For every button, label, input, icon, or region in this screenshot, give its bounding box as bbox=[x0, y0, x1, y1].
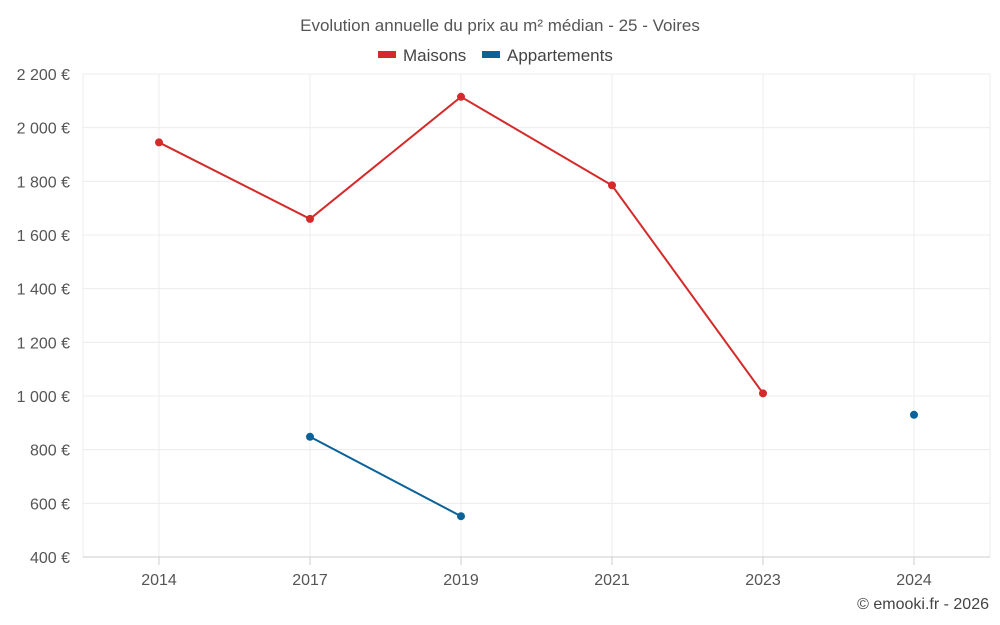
y-tick-label: 1 400 € bbox=[17, 282, 70, 299]
legend-item-appartements[interactable]: Appartements bbox=[482, 46, 613, 65]
x-tick-label: 2014 bbox=[141, 572, 177, 589]
legend-label-maisons: Maisons bbox=[403, 46, 466, 65]
legend-item-maisons[interactable]: Maisons bbox=[378, 46, 466, 65]
data-point-maisons-2014[interactable] bbox=[155, 138, 163, 147]
y-axis-ticks: 400 € 600 € 800 € 1 000 € 1 200 € 1 400 € 1 60… bbox=[17, 67, 70, 567]
legend-swatch-appartements bbox=[482, 51, 500, 58]
data-point-maisons-2017[interactable] bbox=[306, 214, 314, 223]
x-tick-label: 2024 bbox=[896, 572, 932, 589]
series-appartements bbox=[306, 410, 918, 521]
series-layer bbox=[155, 92, 918, 521]
data-point-appartements-2017[interactable] bbox=[306, 432, 314, 441]
gridlines bbox=[82, 73, 991, 557]
credit-text: © emooki.fr - 2026 bbox=[857, 596, 989, 613]
x-tick-label: 2021 bbox=[594, 572, 630, 589]
x-tick-label: 2023 bbox=[745, 572, 781, 589]
x-tick-label: 2017 bbox=[292, 572, 328, 589]
y-tick-label: 1 200 € bbox=[17, 335, 70, 352]
data-point-appartements-2019[interactable] bbox=[457, 512, 465, 521]
data-point-maisons-2023[interactable] bbox=[759, 389, 767, 398]
y-tick-label: 2 200 € bbox=[17, 67, 70, 84]
y-tick-label: 600 € bbox=[30, 496, 70, 513]
x-tick-label: 2019 bbox=[443, 572, 479, 589]
y-tick-label: 400 € bbox=[30, 550, 70, 567]
y-tick-label: 1 800 € bbox=[17, 174, 70, 191]
legend-swatch-maisons bbox=[378, 51, 396, 58]
y-tick-label: 1 600 € bbox=[17, 228, 70, 245]
series-maisons bbox=[155, 92, 767, 398]
data-point-maisons-2021[interactable] bbox=[608, 181, 616, 190]
chart-title: Evolution annuelle du prix au m² médian … bbox=[300, 16, 700, 35]
y-tick-label: 2 000 € bbox=[17, 121, 70, 138]
x-axis-ticks: 2014 2017 2019 2021 2023 2024 bbox=[141, 557, 932, 589]
y-tick-label: 800 € bbox=[30, 443, 70, 460]
series-line-appartements bbox=[309, 435, 462, 518]
legend: Maisons Appartements bbox=[378, 46, 613, 65]
data-point-appartements-2024[interactable] bbox=[910, 410, 918, 419]
legend-label-appartements: Appartements bbox=[507, 46, 613, 65]
data-point-maisons-2019[interactable] bbox=[457, 92, 465, 101]
y-tick-label: 1 000 € bbox=[17, 389, 70, 406]
